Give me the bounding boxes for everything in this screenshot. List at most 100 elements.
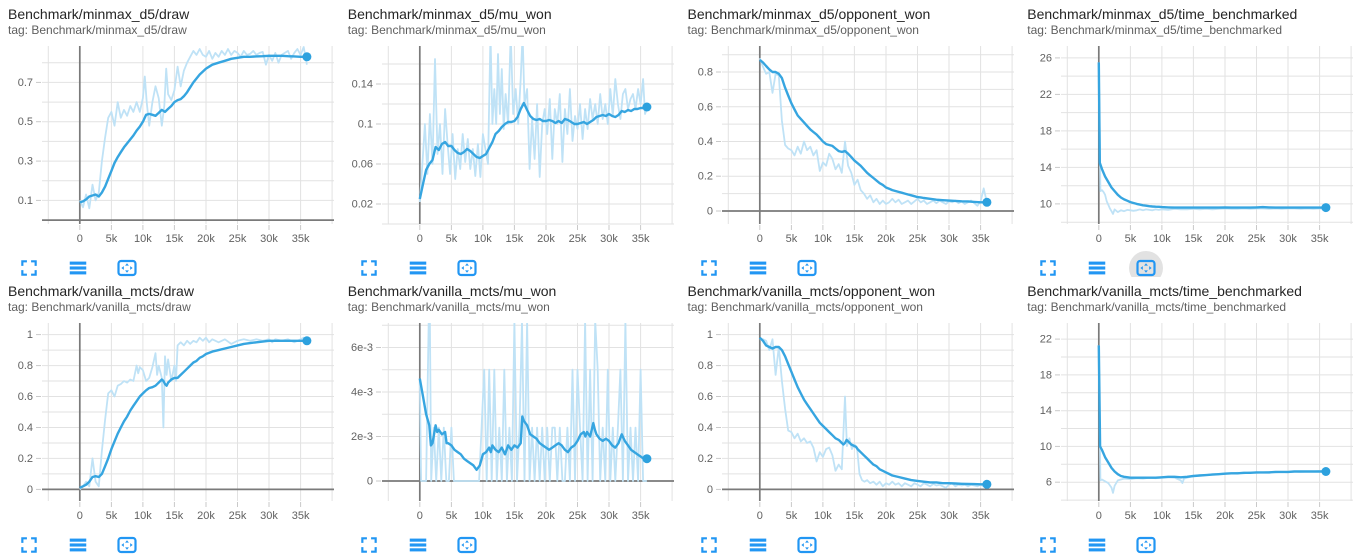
svg-text:0: 0 — [706, 206, 712, 218]
svg-text:0.1: 0.1 — [357, 119, 372, 131]
line-chart[interactable]: 0 0.2 0.4 0.6 0.8 0 5k 10k 15k 20k 25k 30k 35k — [688, 41, 1016, 248]
card-title: Benchmark/minmax_d5/opponent_won — [687, 6, 931, 22]
fullscreen-button[interactable] — [352, 528, 386, 554]
fullscreen-button[interactable] — [12, 528, 46, 554]
fullscreen-icon — [1040, 260, 1056, 276]
svg-text:5k: 5k — [445, 510, 457, 522]
svg-text:0.02: 0.02 — [351, 199, 372, 211]
card-tag: tag: Benchmark/minmax_d5/opponent_won — [687, 23, 919, 37]
card-tag: tag: Benchmark/minmax_d5/mu_won — [347, 23, 546, 37]
svg-text:20k: 20k — [537, 510, 555, 522]
fit-domain-button[interactable] — [790, 528, 824, 554]
svg-text:20k: 20k — [1216, 233, 1234, 245]
svg-text:26: 26 — [1040, 52, 1052, 64]
fit-domain-button[interactable] — [450, 251, 484, 277]
fit-domain-button[interactable] — [1129, 251, 1164, 277]
svg-text:35k: 35k — [292, 233, 310, 245]
card-title: Benchmark/vanilla_mcts/opponent_won — [687, 283, 935, 299]
data-table-button[interactable] — [1080, 528, 1114, 554]
svg-text:0: 0 — [367, 476, 373, 488]
fit-domain-button[interactable] — [110, 251, 144, 277]
fullscreen-button[interactable] — [1031, 251, 1065, 277]
data-table-button[interactable] — [741, 528, 775, 554]
data-table-icon — [409, 261, 426, 275]
svg-text:0.06: 0.06 — [351, 159, 372, 171]
svg-text:35k: 35k — [1311, 510, 1329, 522]
scalar-card: Benchmark/minmax_d5/time_benchmarked tag… — [1019, 0, 1359, 277]
svg-text:0.8: 0.8 — [697, 360, 712, 372]
svg-text:30k: 30k — [600, 233, 618, 245]
svg-text:5k: 5k — [106, 233, 118, 245]
fullscreen-button[interactable] — [692, 251, 726, 277]
data-table-button[interactable] — [401, 251, 435, 277]
data-table-button[interactable] — [61, 528, 95, 554]
line-chart[interactable]: 0.1 0.3 0.5 0.7 0 5k 10k 15k 20k 25k 30k 35k — [8, 41, 336, 248]
svg-text:0: 0 — [416, 510, 422, 522]
svg-text:25k: 25k — [568, 510, 586, 522]
svg-text:0.6: 0.6 — [697, 391, 712, 403]
svg-text:25k: 25k — [568, 233, 586, 245]
data-table-button[interactable] — [401, 528, 435, 554]
line-chart[interactable]: 6 10 14 18 22 0 5k 10k 15k 20k 25k 30k 35k — [1027, 318, 1355, 525]
svg-text:22: 22 — [1040, 334, 1052, 346]
svg-text:1: 1 — [27, 329, 33, 341]
svg-text:0.2: 0.2 — [697, 171, 712, 183]
card-title: Benchmark/vanilla_mcts/time_benchmarked — [1027, 283, 1302, 299]
svg-text:0.7: 0.7 — [18, 77, 33, 89]
svg-text:20k: 20k — [877, 233, 895, 245]
card-title: Benchmark/vanilla_mcts/mu_won — [347, 283, 557, 299]
svg-text:2e-3: 2e-3 — [351, 431, 373, 443]
line-chart[interactable]: 0 0.2 0.4 0.6 0.8 1 0 5k 10k 15k 20k 25k 30k 35k — [8, 318, 336, 525]
svg-text:35k: 35k — [631, 510, 649, 522]
svg-text:14: 14 — [1040, 405, 1052, 417]
card-toolbar — [1031, 251, 1355, 277]
fit-domain-icon — [457, 536, 477, 554]
svg-text:0.14: 0.14 — [351, 79, 372, 91]
svg-text:0.1: 0.1 — [18, 195, 33, 207]
svg-text:5k: 5k — [1125, 510, 1137, 522]
fullscreen-button[interactable] — [692, 528, 726, 554]
line-chart[interactable]: 0.02 0.06 0.1 0.14 0 5k 10k 15k 20k 25k 30k 35k — [348, 41, 676, 248]
svg-text:20k: 20k — [197, 510, 215, 522]
fullscreen-icon — [21, 537, 37, 553]
line-chart[interactable]: 10 14 18 22 26 0 5k 10k 15k 20k 25k 30k 35k — [1027, 41, 1355, 248]
card-title: Benchmark/vanilla_mcts/draw — [8, 283, 194, 299]
svg-text:0: 0 — [77, 233, 83, 245]
data-table-button[interactable] — [1080, 251, 1114, 277]
svg-text:10k: 10k — [814, 510, 832, 522]
card-tag: tag: Benchmark/minmax_d5/draw — [8, 23, 187, 37]
data-table-icon — [1089, 538, 1106, 552]
svg-text:18: 18 — [1040, 369, 1052, 381]
fullscreen-button[interactable] — [12, 251, 46, 277]
fit-domain-button[interactable] — [110, 528, 144, 554]
fullscreen-icon — [700, 537, 717, 553]
svg-text:0.8: 0.8 — [18, 360, 33, 372]
data-table-button[interactable] — [741, 251, 775, 277]
fullscreen-button[interactable] — [1031, 528, 1065, 554]
svg-text:15k: 15k — [166, 510, 184, 522]
data-table-button[interactable] — [61, 251, 95, 277]
line-chart[interactable]: 0 2e-3 4e-3 6e-3 0 5k 10k 15k 20k 25k 30k 35k — [348, 318, 676, 525]
fullscreen-button[interactable] — [352, 251, 386, 277]
line-chart[interactable]: 0 0.2 0.4 0.6 0.8 1 0 5k 10k 15k 20k 25k 30k 35k — [688, 318, 1016, 525]
fit-domain-button[interactable] — [790, 251, 824, 277]
svg-text:0.2: 0.2 — [18, 453, 33, 465]
fit-domain-button[interactable] — [1129, 528, 1163, 554]
data-table-icon — [1089, 261, 1106, 275]
fit-domain-button[interactable] — [450, 528, 484, 554]
card-title: Benchmark/minmax_d5/time_benchmarked — [1027, 6, 1298, 22]
card-tag: tag: Benchmark/vanilla_mcts/time_benchma… — [1027, 300, 1287, 314]
card-toolbar — [12, 251, 336, 277]
svg-text:10k: 10k — [1153, 233, 1171, 245]
card-toolbar — [352, 251, 676, 277]
svg-text:10: 10 — [1040, 198, 1052, 210]
data-table-icon — [69, 261, 87, 275]
svg-text:0.6: 0.6 — [18, 391, 33, 403]
svg-text:15k: 15k — [845, 233, 863, 245]
svg-text:15k: 15k — [1185, 233, 1203, 245]
svg-text:5k: 5k — [106, 510, 118, 522]
svg-text:6e-3: 6e-3 — [351, 342, 373, 354]
svg-text:25k: 25k — [908, 510, 926, 522]
svg-text:15k: 15k — [505, 510, 523, 522]
svg-text:4e-3: 4e-3 — [351, 387, 373, 399]
